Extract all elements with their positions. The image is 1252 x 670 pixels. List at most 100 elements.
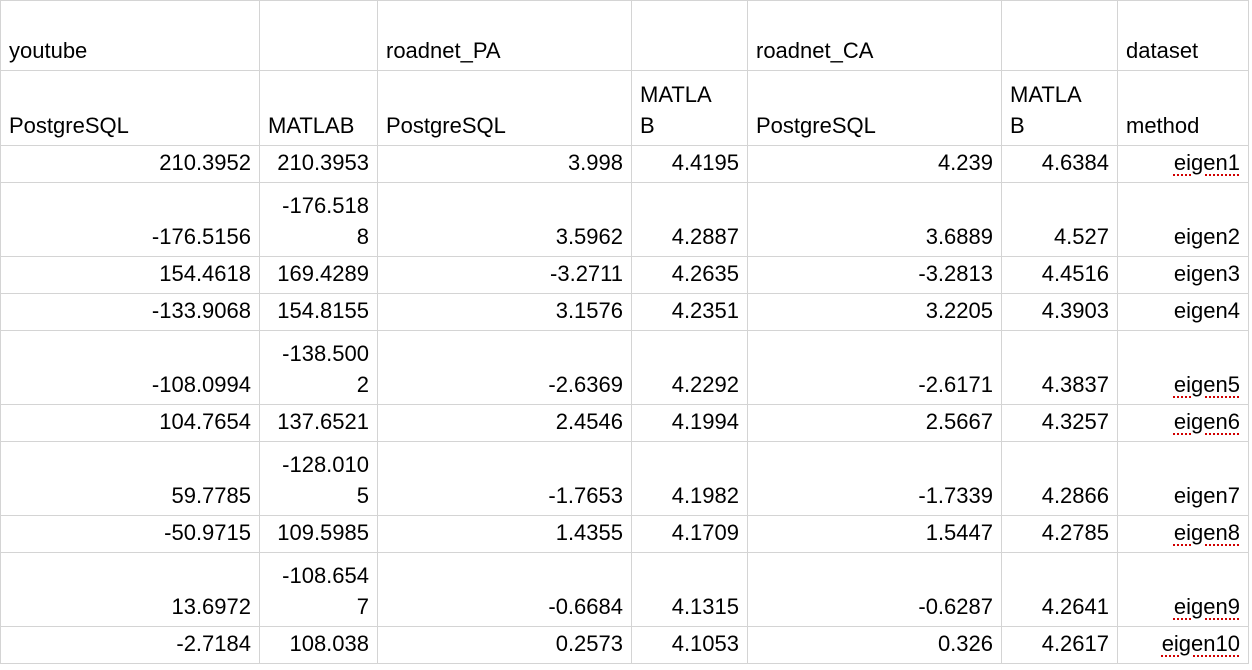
value-cell[interactable]: 2.5667 — [747, 404, 1002, 442]
spellcheck-flagged-text: eigen5 — [1173, 372, 1240, 397]
value-cell[interactable]: 0.2573 — [377, 626, 632, 664]
method-cell[interactable]: eigen1 — [1117, 145, 1249, 183]
value-cell[interactable]: 108.038 — [259, 626, 378, 664]
value-cell[interactable]: 4.3257 — [1001, 404, 1118, 442]
value-cell[interactable]: 154.4618 — [0, 256, 260, 294]
value-cell[interactable]: 4.3837 — [1001, 330, 1118, 405]
value-cell[interactable]: 2.4546 — [377, 404, 632, 442]
value-cell[interactable]: -108.0994 — [0, 330, 260, 405]
value-cell[interactable]: 4.2887 — [631, 182, 748, 257]
method-cell[interactable]: eigen7 — [1117, 441, 1249, 516]
method-cell[interactable]: eigen9 — [1117, 552, 1249, 627]
spellcheck-flagged-text: eigen8 — [1173, 520, 1240, 545]
table-row: -2.7184 108.038 0.2573 4.1053 0.326 4.2617 eig… — [0, 626, 1249, 664]
value-cell[interactable]: 104.7654 — [0, 404, 260, 442]
value-cell[interactable]: -0.6684 — [377, 552, 632, 627]
header-cell[interactable]: MATLAB — [259, 70, 378, 146]
value-cell[interactable]: 4.2866 — [1001, 441, 1118, 516]
value-cell[interactable]: 4.4516 — [1001, 256, 1118, 294]
table-row: 154.4618 169.4289 -3.2711 4.2635 -3.2813 4.45… — [0, 256, 1249, 294]
value-cell[interactable]: 4.2785 — [1001, 515, 1118, 553]
value-cell[interactable]: 1.5447 — [747, 515, 1002, 553]
value-cell[interactable]: 210.3953 — [259, 145, 378, 183]
method-cell[interactable]: eigen3 — [1117, 256, 1249, 294]
value-cell[interactable]: -176.5156 — [0, 182, 260, 257]
value-cell[interactable]: 4.4195 — [631, 145, 748, 183]
value-cell[interactable]: 4.1709 — [631, 515, 748, 553]
spellcheck-flagged-text: eigen1 — [1173, 150, 1240, 175]
table-row: -108.0994 -138.500 2 -2.6369 4.2292 -2.6171 4… — [0, 330, 1249, 405]
value-cell[interactable]: 4.1315 — [631, 552, 748, 627]
header-cell[interactable]: youtube — [0, 0, 260, 71]
spellcheck-flagged-text: eigen10 — [1161, 631, 1240, 656]
header-cell[interactable]: MATLA B — [1001, 70, 1118, 146]
value-cell[interactable]: -2.7184 — [0, 626, 260, 664]
value-cell[interactable]: 3.5962 — [377, 182, 632, 257]
header-cell[interactable]: PostgreSQL — [747, 70, 1002, 146]
value-cell[interactable]: 13.6972 — [0, 552, 260, 627]
value-cell[interactable]: 0.326 — [747, 626, 1002, 664]
header-cell[interactable] — [1001, 0, 1118, 71]
table-row: 210.3952 210.3953 3.998 4.4195 4.239 4.6384 ei… — [0, 145, 1249, 183]
value-cell[interactable]: 3.1576 — [377, 293, 632, 331]
value-cell[interactable]: -128.010 5 — [259, 441, 378, 516]
header-cell[interactable]: method — [1117, 70, 1249, 146]
method-cell[interactable]: eigen10 — [1117, 626, 1249, 664]
table-row: 13.6972 -108.654 7 -0.6684 4.1315 -0.6287 4.2… — [0, 552, 1249, 627]
value-cell[interactable]: -2.6171 — [747, 330, 1002, 405]
header-cell[interactable]: dataset — [1117, 0, 1249, 71]
value-cell[interactable]: 109.5985 — [259, 515, 378, 553]
value-cell[interactable]: 4.2351 — [631, 293, 748, 331]
value-cell[interactable]: 3.6889 — [747, 182, 1002, 257]
header-cell[interactable] — [259, 0, 378, 71]
value-cell[interactable]: 4.2641 — [1001, 552, 1118, 627]
value-cell[interactable]: 4.3903 — [1001, 293, 1118, 331]
value-cell[interactable]: 4.6384 — [1001, 145, 1118, 183]
value-cell[interactable]: 59.7785 — [0, 441, 260, 516]
header-cell[interactable]: PostgreSQL — [0, 70, 260, 146]
method-cell[interactable]: eigen2 — [1117, 182, 1249, 257]
value-cell[interactable]: -108.654 7 — [259, 552, 378, 627]
value-cell[interactable]: -176.518 8 — [259, 182, 378, 257]
value-cell[interactable]: -1.7653 — [377, 441, 632, 516]
value-cell[interactable]: 4.239 — [747, 145, 1002, 183]
header-cell[interactable]: PostgreSQL — [377, 70, 632, 146]
method-cell[interactable]: eigen4 — [1117, 293, 1249, 331]
value-cell[interactable]: 137.6521 — [259, 404, 378, 442]
method-cell[interactable]: eigen6 — [1117, 404, 1249, 442]
value-cell[interactable]: -1.7339 — [747, 441, 1002, 516]
value-cell[interactable]: 169.4289 — [259, 256, 378, 294]
table-row: -133.9068 154.8155 3.1576 4.2351 3.2205 4.390… — [0, 293, 1249, 331]
value-cell[interactable]: 3.998 — [377, 145, 632, 183]
value-cell[interactable]: -3.2711 — [377, 256, 632, 294]
value-cell[interactable]: 4.527 — [1001, 182, 1118, 257]
method-cell[interactable]: eigen8 — [1117, 515, 1249, 553]
value-cell[interactable]: -3.2813 — [747, 256, 1002, 294]
value-cell[interactable]: 4.2617 — [1001, 626, 1118, 664]
table-row: 59.7785 -128.010 5 -1.7653 4.1982 -1.7339 4.2… — [0, 441, 1249, 516]
value-cell[interactable]: 154.8155 — [259, 293, 378, 331]
value-cell[interactable]: 1.4355 — [377, 515, 632, 553]
header-cell[interactable]: MATLA B — [631, 70, 748, 146]
value-cell[interactable]: 4.1053 — [631, 626, 748, 664]
value-cell[interactable]: 4.1994 — [631, 404, 748, 442]
value-cell[interactable]: 210.3952 — [0, 145, 260, 183]
value-cell[interactable]: 3.2205 — [747, 293, 1002, 331]
value-cell[interactable]: -133.9068 — [0, 293, 260, 331]
header-row-methods: PostgreSQL MATLAB PostgreSQL MATLA B Pos… — [0, 70, 1249, 146]
table-row: -176.5156 -176.518 8 3.5962 4.2887 3.6889 4.5… — [0, 182, 1249, 257]
header-cell[interactable]: roadnet_CA — [747, 0, 1002, 71]
value-cell[interactable]: 4.2635 — [631, 256, 748, 294]
value-cell[interactable]: -50.9715 — [0, 515, 260, 553]
value-cell[interactable]: 4.2292 — [631, 330, 748, 405]
header-cell[interactable]: roadnet_PA — [377, 0, 632, 71]
method-cell[interactable]: eigen5 — [1117, 330, 1249, 405]
value-cell[interactable]: -138.500 2 — [259, 330, 378, 405]
value-cell[interactable]: -2.6369 — [377, 330, 632, 405]
value-cell[interactable]: 4.1982 — [631, 441, 748, 516]
header-cell[interactable] — [631, 0, 748, 71]
table-row: 104.7654 137.6521 2.4546 4.1994 2.5667 4.3257… — [0, 404, 1249, 442]
value-cell[interactable]: -0.6287 — [747, 552, 1002, 627]
header-row-datasets: youtube roadnet_PA roadnet_CA dataset — [0, 0, 1249, 71]
